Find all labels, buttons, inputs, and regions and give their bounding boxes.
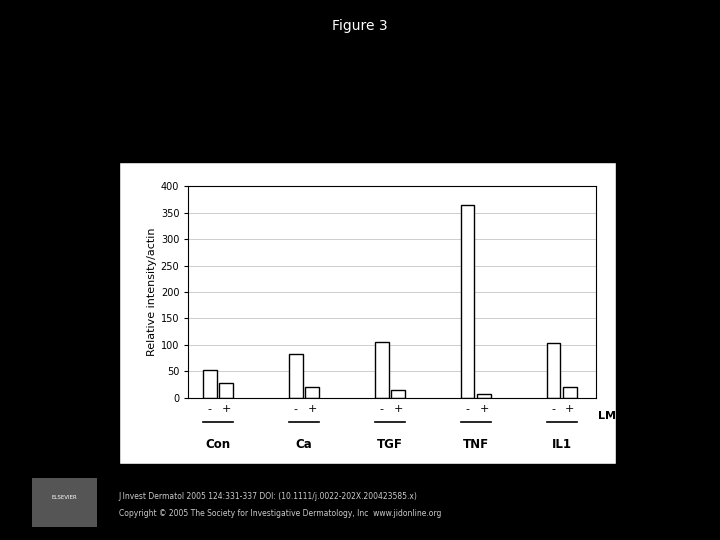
Bar [375, 342, 389, 398]
Bar [477, 394, 491, 398]
Text: Con: Con [205, 438, 230, 451]
Bar [563, 387, 577, 398]
Bar [391, 390, 405, 398]
Text: IL1: IL1 [552, 438, 572, 451]
Bar [546, 343, 560, 398]
Bar [289, 354, 302, 398]
Y-axis label: Relative intensity/actin: Relative intensity/actin [147, 228, 156, 356]
Bar [220, 383, 233, 398]
Bar [461, 205, 474, 398]
Text: Figure 3: Figure 3 [332, 19, 388, 33]
Bar [203, 370, 217, 398]
Text: J Invest Dermatol 2005 124:331-337 DOI: (10.1111/j.0022-202X.200423585.x): J Invest Dermatol 2005 124:331-337 DOI: … [119, 492, 418, 502]
Text: Ca: Ca [296, 438, 312, 451]
Text: TNF: TNF [463, 438, 489, 451]
Text: ELSEVIER: ELSEVIER [52, 495, 78, 500]
Bar [305, 387, 319, 398]
Text: TGF: TGF [377, 438, 402, 451]
Text: LMB: LMB [598, 410, 624, 421]
Text: Copyright © 2005 The Society for Investigative Dermatology, Inc  www.jidonline.o: Copyright © 2005 The Society for Investi… [119, 509, 441, 518]
